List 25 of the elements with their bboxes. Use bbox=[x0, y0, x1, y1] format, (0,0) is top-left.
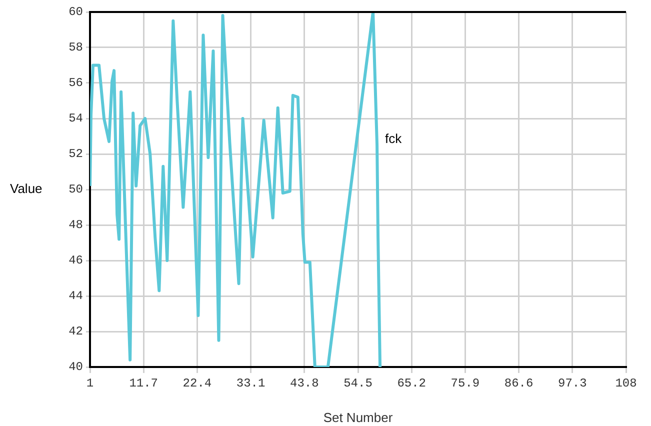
y-tick-label: 46 bbox=[68, 254, 83, 268]
y-tick-label: 60 bbox=[68, 5, 83, 20]
x-axis-title: Set Number bbox=[323, 410, 394, 425]
x-tick-label: 75.9 bbox=[450, 376, 480, 390]
x-tick-label: 1 bbox=[86, 376, 94, 390]
x-tick-label: 33.1 bbox=[236, 376, 266, 390]
x-tick-label: 86.6 bbox=[504, 376, 534, 390]
y-tick-label: 42 bbox=[68, 324, 83, 339]
y-tick-label: 52 bbox=[68, 147, 83, 162]
y-tick-label: 58 bbox=[68, 40, 83, 55]
y-axis-title: Value bbox=[10, 181, 42, 196]
x-tick-label: 54.5 bbox=[344, 376, 372, 390]
x-tick-label: 97.3 bbox=[558, 376, 587, 390]
x-tick-label: 65.2 bbox=[397, 376, 426, 390]
x-tick-label: 108 bbox=[615, 376, 637, 390]
x-tick-label: 11.7 bbox=[129, 376, 158, 390]
x-tick-label: 43.8 bbox=[290, 376, 319, 390]
y-tick-label: 54 bbox=[68, 112, 83, 126]
series-label: fck bbox=[385, 131, 402, 146]
y-tick-label: 48 bbox=[68, 218, 83, 232]
y-tick-label: 40 bbox=[68, 360, 83, 374]
y-tick-label: 50 bbox=[68, 182, 83, 197]
y-tick-label: 44 bbox=[68, 289, 83, 304]
y-tick-label: 56 bbox=[68, 76, 83, 90]
x-tick-label: 22.4 bbox=[182, 376, 212, 390]
